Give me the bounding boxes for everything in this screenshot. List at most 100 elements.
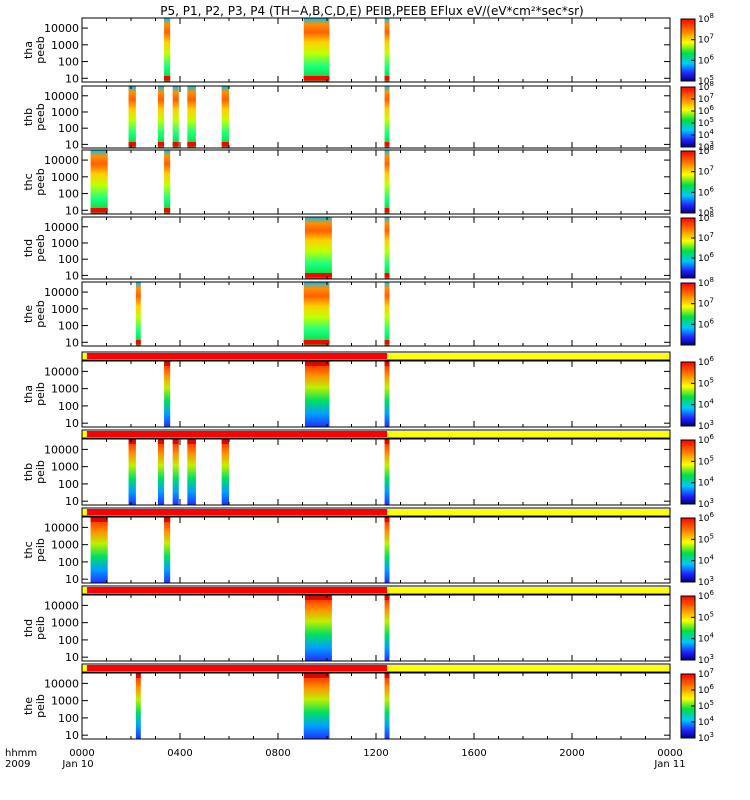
- burst-highenergy-band: [164, 361, 171, 366]
- data-burst: [164, 361, 171, 427]
- y-tick-label: 10: [65, 72, 79, 85]
- burst-lowenergy-band: [221, 142, 229, 146]
- colorbar-tick-label: 105: [698, 454, 714, 467]
- mode-bar-frame: [81, 507, 671, 517]
- burst-highenergy-band: [90, 517, 108, 522]
- data-burst: [90, 517, 108, 583]
- burst-lowenergy-band: [303, 340, 330, 344]
- colorbar-tick-label: 104: [698, 398, 714, 411]
- mode-bar-red: [86, 509, 388, 515]
- burst-lowenergy-band: [157, 142, 165, 146]
- data-burst: [90, 150, 108, 214]
- colorbar-tick-label: 108: [698, 12, 714, 25]
- colorbar: [680, 595, 696, 661]
- panel-frame: [81, 216, 671, 280]
- burst-highenergy-band: [135, 673, 141, 678]
- footer-hhmm-label: hhmm: [5, 748, 37, 759]
- colorbar-tick-label: 106: [698, 185, 714, 198]
- burst-lowenergy-band: [187, 142, 196, 146]
- data-burst: [384, 18, 390, 82]
- y-tick-label: 1000: [51, 303, 79, 316]
- y-tick-label: 1000: [51, 695, 79, 708]
- panel-the-peeb: 10 100 1000 10000 the peeb 106 107 108: [22, 276, 714, 349]
- y-tick-label: 10: [65, 729, 79, 742]
- burst-lowenergy-band: [384, 340, 390, 344]
- panel-thd-peib: 10 100 1000 10000 thd peib 103 104 105 106: [22, 585, 714, 666]
- burst-highenergy-band: [164, 517, 171, 522]
- data-burst: [304, 595, 332, 661]
- x-tick-label: 0000: [69, 748, 94, 759]
- y-tick-label: 10: [65, 417, 79, 430]
- y-label-product: peeb: [34, 234, 47, 262]
- y-tick-label: 10000: [44, 365, 79, 378]
- colorbar-tick-label: 108: [698, 276, 714, 289]
- panel-thc-peeb: 10 100 1000 10000 thc peeb 105 106 107 108: [22, 144, 714, 219]
- data-burst: [221, 86, 229, 148]
- burst-highenergy-band: [304, 595, 332, 600]
- y-tick-label: 10000: [44, 677, 79, 690]
- figure-title: P5, P1, P2, P3, P4 (TH−A,B,C,D,E) PEIB,P…: [160, 4, 583, 18]
- burst-lowenergy-band: [164, 76, 171, 80]
- burst-highenergy-band: [303, 673, 330, 678]
- colorbar-tick-label: 103: [698, 653, 714, 666]
- colorbar-tick-label: 107: [698, 231, 714, 244]
- y-tick-label: 1000: [51, 171, 79, 184]
- data-burst: [384, 517, 390, 583]
- colorbar-tick-label: 107: [698, 92, 714, 105]
- y-tick-label: 10: [65, 269, 79, 282]
- panel-thd-peeb: 10 100 1000 10000 thd peeb 106 107 108: [22, 211, 714, 282]
- colorbar-tick-label: 104: [698, 632, 714, 645]
- burst-highenergy-band: [384, 361, 390, 366]
- colorbar-tick-label: 106: [698, 511, 714, 524]
- y-label-probe: thb: [22, 463, 35, 481]
- mode-bar-red: [86, 665, 388, 671]
- data-burst: [303, 673, 330, 739]
- mode-bar-frame: [81, 663, 671, 673]
- data-burst: [187, 86, 196, 148]
- y-label-product: peib: [34, 694, 47, 718]
- x-tick-label: 1200: [363, 748, 388, 759]
- colorbar-tick-label: 108: [698, 80, 714, 93]
- burst-highenergy-band: [384, 595, 390, 600]
- y-tick-label: 1000: [51, 39, 79, 52]
- y-label-product: peib: [34, 382, 47, 406]
- panel-thc-peib: 10 100 1000 10000 thc peib 103 104 105 106: [22, 507, 714, 588]
- data-burst: [384, 439, 390, 505]
- colorbar-tick-label: 108: [698, 211, 714, 224]
- burst-highenergy-band: [384, 517, 390, 522]
- colorbar-tick-label: 103: [698, 140, 714, 153]
- y-tick-label: 10: [65, 651, 79, 664]
- y-label-probe: tha: [22, 385, 35, 403]
- y-tick-label: 10000: [44, 599, 79, 612]
- y-tick-label: 10000: [44, 154, 79, 167]
- y-label-probe: thc: [22, 173, 35, 190]
- colorbar-tick-label: 103: [698, 731, 714, 744]
- data-burst: [384, 217, 390, 279]
- x-tick-label: 0800: [265, 748, 290, 759]
- burst-highenergy-band: [384, 439, 390, 444]
- colorbar-tick-label: 105: [698, 610, 714, 623]
- y-tick-label: 100: [58, 56, 79, 69]
- colorbar-tick-label: 105: [698, 74, 714, 87]
- y-tick-label: 10: [65, 336, 79, 349]
- burst-highenergy-band: [384, 673, 390, 678]
- y-tick-label: 100: [58, 188, 79, 201]
- data-burst: [384, 673, 390, 739]
- y-tick-label: 10000: [44, 286, 79, 299]
- y-label-product: peeb: [34, 103, 47, 131]
- y-label-probe: thd: [22, 619, 35, 637]
- x-tick-label: 0000: [657, 748, 682, 759]
- mode-bar-red: [86, 353, 388, 359]
- time-axis-labels: 0000 0400 0800 1200 1600 2000 0000: [69, 748, 682, 759]
- y-label-product: peeb: [34, 300, 47, 328]
- x-tick-label: 2000: [559, 748, 584, 759]
- panel-frame: [81, 438, 671, 506]
- colorbar: [680, 86, 696, 148]
- colorbar-tick-label: 104: [698, 476, 714, 489]
- y-tick-label: 10: [65, 573, 79, 586]
- colorbar-tick-label: 105: [698, 532, 714, 545]
- y-tick-label: 1000: [51, 106, 79, 119]
- data-burst: [164, 18, 171, 82]
- y-tick-label: 100: [58, 556, 79, 569]
